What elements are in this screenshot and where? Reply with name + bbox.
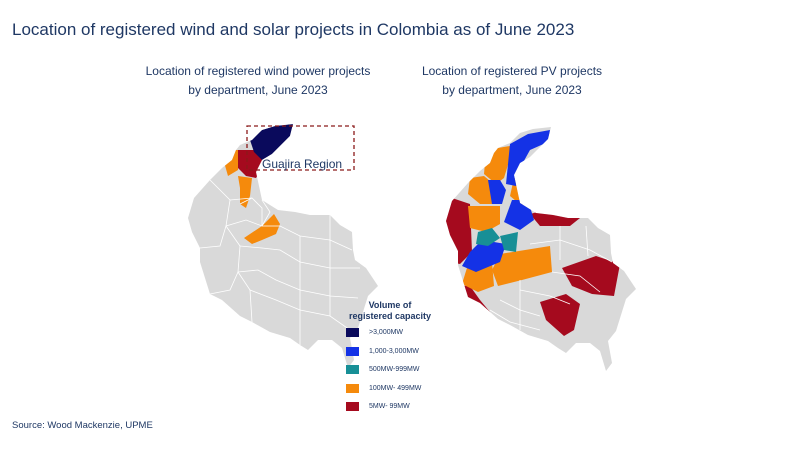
pv-dept-meta bbox=[492, 246, 552, 286]
pv-dept-cundinamarca bbox=[500, 232, 518, 252]
pv-dept-arauca bbox=[530, 206, 580, 226]
pv-dept-caldas bbox=[476, 228, 500, 246]
legend-title-line-2: registered capacity bbox=[348, 311, 432, 321]
pv-dept-choco bbox=[446, 196, 472, 264]
legend-title-line-1: Volume of bbox=[368, 300, 412, 310]
pv-subtitle-line-1: Location of registered PV projects bbox=[421, 64, 603, 78]
legend-swatch bbox=[346, 383, 359, 393]
pv-dept-bolivar bbox=[488, 180, 506, 204]
guajira-region-box bbox=[246, 125, 355, 171]
legend-item-100-499mw: 100MW- 499MW bbox=[338, 380, 458, 396]
wind-dept-boyaca bbox=[244, 214, 280, 244]
legend-label: >3,000MW bbox=[369, 329, 404, 336]
page-title: Location of registered wind and solar pr… bbox=[12, 20, 575, 39]
pv-dept-guaviare bbox=[540, 294, 580, 336]
wind-dept-la-guajira bbox=[250, 124, 293, 160]
wind-dept-magdalena bbox=[236, 150, 262, 178]
legend-label: 500MW-999MW bbox=[369, 366, 420, 373]
map-legend: Volume of registered capacity >3,000MW 1… bbox=[338, 300, 458, 415]
pv-subtitle-line-2: by department, June 2023 bbox=[442, 83, 582, 97]
pv-dept-antioquia bbox=[468, 206, 500, 232]
wind-department-borders bbox=[199, 179, 360, 345]
wind-departments-5-99mw bbox=[236, 150, 262, 178]
legend-item-500-999mw: 500MW-999MW bbox=[338, 362, 458, 378]
source-note: Source: Wood Mackenzie, UPME bbox=[12, 420, 153, 431]
pv-departments-500-999mw bbox=[476, 228, 518, 252]
pv-map bbox=[446, 127, 636, 371]
wind-map bbox=[188, 124, 378, 368]
legend-swatch bbox=[346, 402, 359, 411]
legend-title: Volume of registered capacity bbox=[340, 300, 440, 322]
pv-dept-vichada bbox=[562, 256, 620, 296]
pv-map-subtitle: Location of registered PV projects by de… bbox=[382, 62, 642, 100]
wind-subtitle-line-1: Location of registered wind power projec… bbox=[145, 64, 371, 78]
legend-label: 1,000-3,000MW bbox=[369, 347, 419, 355]
legend-item-1000-3000mw: 1,000-3,000MW bbox=[338, 343, 458, 359]
wind-map-subtitle: Location of registered wind power projec… bbox=[128, 62, 388, 100]
guajira-region-label: Guajira Region bbox=[262, 157, 343, 171]
legend-swatch bbox=[346, 328, 359, 337]
legend-swatch bbox=[346, 346, 359, 356]
legend-label: 100MW- 499MW bbox=[369, 384, 422, 392]
pv-dept-santander bbox=[504, 200, 534, 230]
legend-swatch bbox=[346, 365, 359, 374]
pv-department-borders bbox=[489, 225, 613, 331]
pv-dept-tolima bbox=[462, 240, 506, 272]
legend-label: 5MW- 99MW bbox=[369, 403, 410, 410]
wind-subtitle-line-2: by department, June 2023 bbox=[188, 83, 328, 97]
legend-item-5-99mw: 5MW- 99MW bbox=[338, 399, 458, 415]
legend-item-over-3000mw: >3,000MW bbox=[338, 325, 458, 341]
